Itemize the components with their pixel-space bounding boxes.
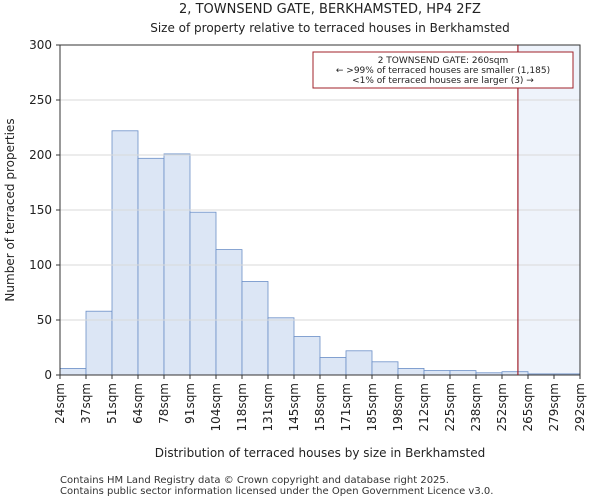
annotation-line-2: ← >99% of terraced houses are smaller (1… <box>336 66 550 76</box>
x-tick-label: 252sqm <box>495 383 509 431</box>
x-axis-label: Distribution of terraced houses by size … <box>155 446 485 460</box>
footer-licence: Contains public sector information licen… <box>60 486 494 497</box>
x-tick-label: 225sqm <box>443 383 457 431</box>
y-tick-label: 100 <box>29 258 52 272</box>
bar <box>59 367 87 376</box>
x-tick-label: 24sqm <box>53 383 67 424</box>
x-tick-label: 198sqm <box>391 383 405 431</box>
bar <box>215 249 243 376</box>
x-tick-label: 91sqm <box>183 383 197 424</box>
x-tick-label: 145sqm <box>287 383 301 431</box>
chart-subtitle: Size of property relative to terraced ho… <box>150 21 510 35</box>
bar <box>345 350 373 376</box>
x-tick-label: 171sqm <box>339 383 353 431</box>
y-tick-label: 200 <box>29 148 52 162</box>
footer-copyright: Contains HM Land Registry data © Crown c… <box>60 475 449 486</box>
bar <box>163 153 191 376</box>
x-tick-label: 158sqm <box>313 383 327 431</box>
bar <box>137 157 165 376</box>
y-tick-label: 300 <box>29 38 52 52</box>
y-tick-label: 150 <box>29 203 52 217</box>
x-tick-label: 212sqm <box>417 383 431 431</box>
bar <box>319 356 347 376</box>
x-tick-label: 104sqm <box>209 383 223 431</box>
x-tick-label: 185sqm <box>365 383 379 431</box>
x-tick-label: 238sqm <box>469 383 483 431</box>
annotation-line-3: <1% of terraced houses are larger (3) → <box>352 76 534 86</box>
bar <box>267 317 295 376</box>
x-tick-label: 292sqm <box>573 383 587 431</box>
annotation-line-1: 2 TOWNSEND GATE: 260sqm <box>378 56 509 66</box>
bar <box>111 130 139 376</box>
y-tick-label: 50 <box>37 313 52 327</box>
y-axis-label: Number of terraced properties <box>3 118 17 301</box>
bar <box>241 281 269 376</box>
bars <box>59 130 581 376</box>
bar <box>371 361 399 376</box>
bar <box>449 370 477 376</box>
bar <box>397 367 425 376</box>
x-axis: 24sqm 37sqm 51sqm 64sqm 78sqm 91sqm 104sqm 118s… <box>53 375 587 431</box>
chart-title: 2, TOWNSEND GATE, BERKHAMSTED, HP4 2FZ <box>179 2 481 17</box>
x-tick-label: 37sqm <box>79 383 93 424</box>
x-tick-label: 118sqm <box>235 383 249 431</box>
y-tick-label: 250 <box>29 93 52 107</box>
plot-frame <box>59 44 581 376</box>
bar <box>423 370 451 376</box>
bar <box>189 211 217 376</box>
bar <box>293 336 321 376</box>
annotation-box: 2 TOWNSEND GATE: 260sqm ← >99% of terrac… <box>312 51 574 89</box>
x-tick-label: 64sqm <box>131 383 145 424</box>
bar <box>85 310 113 376</box>
y-tick-label: 0 <box>44 368 52 382</box>
x-tick-label: 131sqm <box>261 383 275 431</box>
x-tick-label: 78sqm <box>157 383 171 424</box>
x-tick-label: 265sqm <box>521 383 535 431</box>
x-tick-label: 51sqm <box>105 383 119 424</box>
x-tick-label: 279sqm <box>547 383 561 431</box>
